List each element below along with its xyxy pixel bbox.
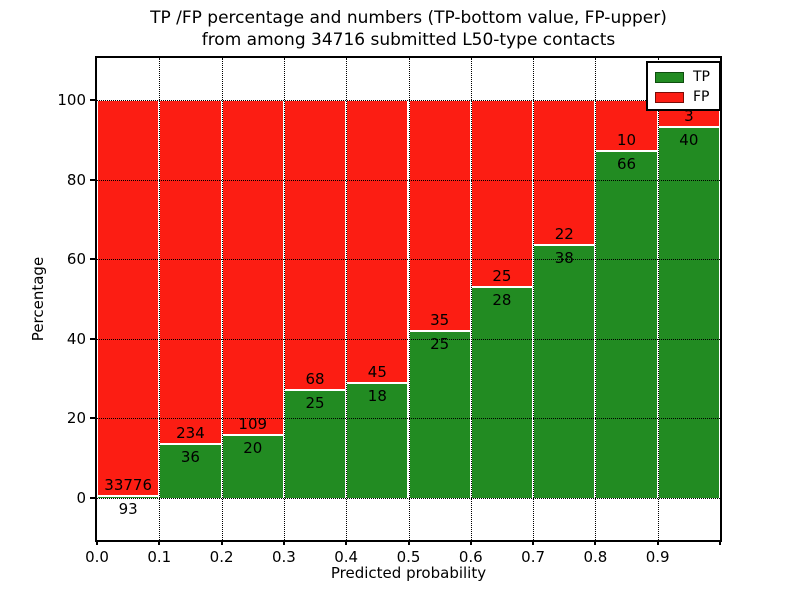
fp-bar-segment bbox=[159, 100, 222, 445]
tp-color-swatch bbox=[655, 71, 684, 83]
v-gridline bbox=[221, 58, 223, 540]
fp-bar-segment bbox=[97, 100, 160, 497]
v-gridline bbox=[470, 58, 472, 540]
fp-value-label: 22 bbox=[554, 224, 574, 243]
tp-bar-segment bbox=[533, 245, 596, 498]
x-axis-tick bbox=[220, 540, 223, 545]
x-axis-tick bbox=[96, 540, 98, 545]
legend-label-fp: FP bbox=[693, 89, 710, 105]
tp-value-label: 66 bbox=[617, 155, 637, 174]
tp-bar-segment bbox=[97, 496, 160, 498]
x-tick-label: 0.8 bbox=[583, 548, 608, 566]
x-axis-tick bbox=[719, 540, 721, 545]
fp-value-label: 25 bbox=[492, 266, 512, 285]
x-tick-label: 0.4 bbox=[334, 548, 359, 566]
y-tick-label: 0 bbox=[76, 489, 86, 507]
y-axis-tick bbox=[90, 497, 95, 499]
x-axis-tick bbox=[407, 540, 410, 545]
fp-bar-segment bbox=[470, 100, 534, 288]
fp-bar-segment bbox=[221, 100, 284, 437]
tp-bar-segment bbox=[595, 152, 658, 498]
x-tick-label: 0.6 bbox=[458, 548, 483, 566]
chart-title-line2: from among 34716 submitted L50-type cont… bbox=[201, 30, 616, 50]
fp-value-label: 234 bbox=[176, 423, 205, 442]
legend: TP FP bbox=[646, 61, 721, 111]
fp-value-label: 45 bbox=[367, 363, 387, 382]
y-axis-tick bbox=[90, 178, 95, 181]
legend-row-tp: TP bbox=[648, 67, 719, 87]
fp-value-label: 10 bbox=[617, 131, 637, 150]
fp-value-label: 33776 bbox=[104, 475, 152, 494]
y-tick-label: 80 bbox=[66, 170, 86, 189]
chart-title: TP /FP percentage and numbers (TP-bottom… bbox=[97, 7, 720, 51]
x-tick-label: 0.7 bbox=[521, 548, 546, 566]
y-tick-label: 40 bbox=[66, 329, 86, 348]
tp-value-label: 25 bbox=[305, 394, 325, 412]
y-axis-tick bbox=[90, 337, 95, 340]
y-tick-label: 60 bbox=[66, 250, 86, 269]
v-gridline bbox=[346, 58, 348, 540]
v-gridline bbox=[657, 58, 659, 540]
tp-value-label: 40 bbox=[679, 130, 699, 149]
chart-title-line1: TP /FP percentage and numbers (TP-bottom… bbox=[150, 8, 667, 28]
v-gridline bbox=[595, 58, 597, 540]
y-tick-label: 100 bbox=[57, 91, 86, 109]
x-axis-tick bbox=[532, 540, 535, 545]
x-tick-label: 0.2 bbox=[209, 548, 234, 566]
tp-bar-segment bbox=[159, 444, 222, 498]
tp-value-label: 36 bbox=[180, 447, 200, 466]
tp-bar-segment bbox=[470, 287, 534, 498]
y-axis-label: Percentage bbox=[29, 256, 47, 342]
x-axis-tick bbox=[656, 540, 659, 545]
tp-bar-segment bbox=[283, 391, 347, 498]
tp-value-label: 18 bbox=[367, 387, 387, 406]
y-axis-tick bbox=[90, 99, 95, 101]
plot-area: 33776 93 234 36 109 20 68 25 45 18 35 25 25 28 22 38 10 6… bbox=[95, 56, 722, 542]
x-tick-label: 0.5 bbox=[396, 548, 421, 566]
legend-row-fp: FP bbox=[648, 87, 719, 107]
x-axis-label: Predicted probability bbox=[330, 564, 487, 582]
x-axis-tick bbox=[594, 540, 597, 545]
tp-value-label: 93 bbox=[118, 499, 138, 518]
fp-value-label: 109 bbox=[238, 415, 268, 434]
legend-label-tp: TP bbox=[693, 69, 710, 85]
x-tick-label: 0.9 bbox=[645, 548, 670, 566]
v-gridline bbox=[159, 58, 161, 540]
tp-value-label: 20 bbox=[243, 439, 263, 458]
x-axis-tick bbox=[282, 540, 285, 545]
fp-value-label: 3 bbox=[684, 106, 694, 125]
v-gridline bbox=[283, 58, 285, 540]
tp-bar-segment bbox=[657, 127, 720, 498]
x-axis-tick bbox=[469, 540, 472, 545]
fp-value-label: 35 bbox=[430, 311, 450, 330]
fp-bar-segment bbox=[283, 100, 347, 391]
fp-bar-segment bbox=[408, 100, 471, 333]
x-tick-label: 0.3 bbox=[271, 548, 296, 566]
y-axis-tick bbox=[90, 258, 95, 261]
y-tick-label: 20 bbox=[66, 409, 86, 428]
tp-value-label: 25 bbox=[430, 335, 450, 354]
fp-bar-segment bbox=[346, 100, 409, 385]
x-tick-label: 0.0 bbox=[85, 548, 109, 566]
tp-bar-segment bbox=[408, 332, 471, 498]
fp-value-label: 68 bbox=[305, 370, 325, 388]
tp-value-label: 28 bbox=[492, 290, 512, 309]
v-gridline bbox=[533, 58, 535, 540]
v-gridline bbox=[408, 58, 410, 540]
x-tick-label: 0.1 bbox=[147, 548, 172, 566]
x-axis-tick bbox=[158, 540, 161, 545]
fp-color-swatch bbox=[655, 91, 684, 103]
tp-value-label: 38 bbox=[554, 248, 574, 267]
y-axis-tick bbox=[90, 417, 95, 420]
x-axis-tick bbox=[345, 540, 348, 545]
